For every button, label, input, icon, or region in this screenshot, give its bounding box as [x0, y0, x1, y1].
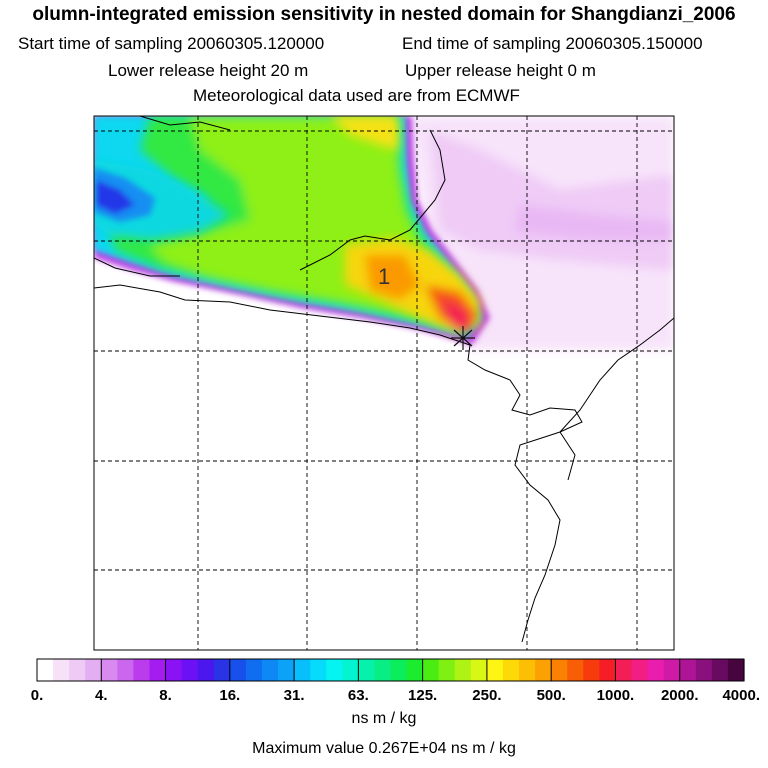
colorbar-cell	[294, 659, 311, 681]
colorbar-cell	[583, 659, 600, 681]
colorbar-tick-label: 2000.	[661, 687, 699, 704]
color-scale-bar: 0. 4. 8. 16. 31. 63. 125. 250. 500. 1000. 2000. 400…	[31, 658, 760, 704]
colorbar-cell	[53, 659, 70, 681]
colorbar-tick-label: 0.	[31, 687, 44, 704]
colorbar-tick-label: 1000.	[597, 687, 635, 704]
colorbar-border	[36, 658, 745, 682]
colorbar-cell	[599, 659, 617, 681]
colorbar-cell	[502, 659, 520, 681]
upper-release-label: Upper release height 0 m	[405, 61, 596, 80]
colorbar-cell	[149, 659, 167, 681]
colorbar-cell	[245, 659, 263, 681]
colorbar-tick-label: 4.	[95, 687, 108, 704]
colorbar-tick-label: 4000.	[722, 687, 760, 704]
colorbar-cell	[711, 659, 729, 681]
colorbar-cell	[261, 659, 279, 681]
colorbar-cell	[535, 659, 552, 681]
colorbar-cell	[615, 659, 633, 681]
colorbar-cell	[358, 659, 376, 681]
colorbar-cell	[647, 659, 665, 681]
colorbar-cell	[37, 659, 54, 681]
colorbar-tick-label: 125.	[408, 687, 437, 704]
colorbar-cell	[213, 659, 231, 681]
colorbar-cell	[181, 659, 199, 681]
met-data-label: Meteorological data used are from ECMWF	[193, 86, 520, 105]
colorbar-tick-label: 16.	[219, 687, 240, 704]
map-frame	[93, 115, 675, 651]
plume-blue-core	[94, 168, 155, 222]
colorbar-cell	[631, 659, 649, 681]
receptor-star-icon	[451, 326, 475, 350]
start-time-label: Start time of sampling 20060305.120000	[18, 34, 325, 53]
colorbar-cell	[454, 659, 472, 681]
colorbar-cell	[133, 659, 151, 681]
colorbar-tick-label: 8.	[159, 687, 172, 704]
lower-release-label: Lower release height 20 m	[108, 61, 309, 80]
colorbar-cell	[278, 659, 295, 681]
colorbar-cell	[422, 659, 440, 681]
maximum-value-label: Maximum value 0.267E+04 ns m / kg	[252, 740, 516, 757]
colorbar-cell	[438, 659, 456, 681]
colorbar-tick-label: 31.	[284, 687, 305, 704]
colorbar-cell	[567, 659, 584, 681]
plume-yellow-top	[330, 116, 398, 150]
colorbar-cell	[470, 659, 488, 681]
colorbar-tick-label: 500.	[537, 687, 566, 704]
plume-marker-label: 1	[378, 264, 390, 289]
colorbar-cell	[406, 659, 424, 681]
colorbar-cell	[342, 659, 359, 681]
colorbar-cell	[486, 659, 504, 681]
colorbar-cell	[695, 659, 713, 681]
colorbar-tick-label: 250.	[472, 687, 501, 704]
colorbar-cell	[374, 659, 392, 681]
colorbar-cell	[663, 659, 681, 681]
plot-title: olumn-integrated emission sensitivity in…	[32, 4, 736, 25]
colorbar-cell	[197, 659, 215, 681]
colorbar-cell	[326, 659, 343, 681]
colorbar-cell	[727, 659, 745, 681]
plume-hot-zone	[345, 238, 480, 335]
grid-lines	[94, 116, 674, 650]
colorbar-cell	[165, 659, 183, 681]
colorbar-cell	[69, 659, 86, 681]
colorbar-units: ns m / kg	[351, 710, 417, 727]
colorbar-cell	[519, 659, 536, 681]
end-time-label: End time of sampling 20060305.150000	[402, 34, 703, 53]
colorbar-cell	[101, 659, 118, 681]
colorbar-cell	[551, 659, 568, 681]
colorbar-tick-label: 63.	[348, 687, 369, 704]
coastlines	[94, 116, 674, 643]
colorbar-cell	[310, 659, 327, 681]
colorbar-cell	[679, 659, 697, 681]
colorbar-cell	[390, 659, 408, 681]
colorbar-cell	[85, 659, 102, 681]
colorbar-cell	[117, 659, 135, 681]
colorbar-cell	[229, 659, 247, 681]
